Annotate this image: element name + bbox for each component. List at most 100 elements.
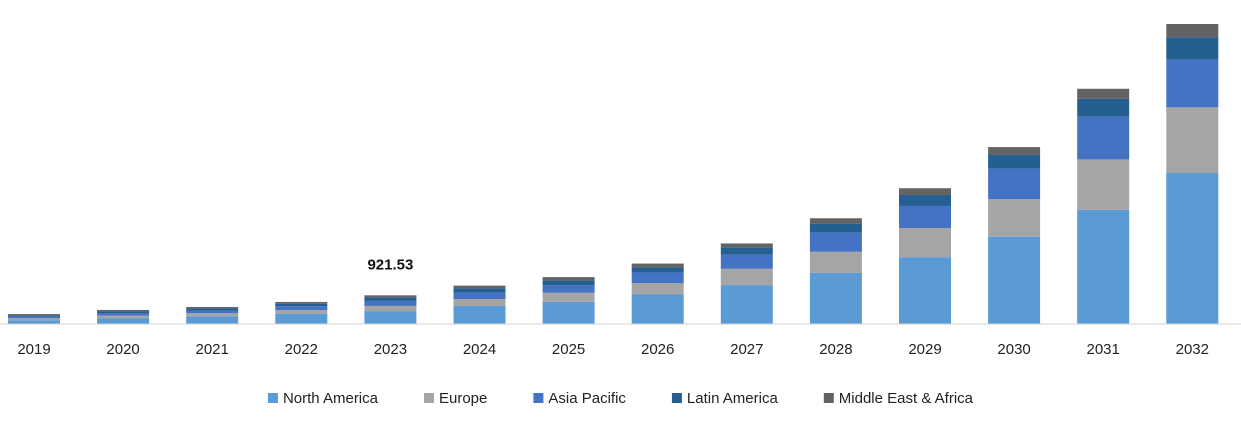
bar-segment-2019-3: [8, 315, 60, 317]
bar-segment-2030-4: [988, 147, 1041, 155]
x-tick-label-2020: 2020: [106, 341, 139, 358]
legend-label-2: Asia Pacific: [548, 390, 626, 407]
bar-segment-2024-2: [453, 292, 506, 299]
bar-segment-2022-1: [275, 310, 328, 314]
bar-segment-2032-2: [1166, 59, 1219, 108]
bar-segment-2025-3: [542, 280, 595, 286]
bar-segment-2028-0: [809, 272, 862, 324]
bar-segment-2032-4: [1166, 24, 1219, 38]
x-tick-label-2028: 2028: [819, 341, 852, 358]
x-axis-ticks: 2019 2020 2021 2022 2023 2024 2025 2026 2027 2028…: [17, 341, 1209, 358]
bar-segment-2019-4: [8, 314, 60, 316]
bar-segment-2028-1: [809, 251, 862, 273]
bar-segment-2025-4: [542, 277, 595, 281]
bar-segment-2022-3: [275, 303, 328, 307]
x-tick-label-2022: 2022: [285, 341, 318, 358]
x-tick-label-2024: 2024: [463, 341, 496, 358]
legend-swatch-2: [533, 393, 544, 403]
bar-segment-2024-0: [453, 305, 506, 324]
bar-segment-2021-3: [186, 308, 239, 311]
bar-segment-2027-2: [720, 254, 773, 269]
bar-segment-2024-3: [453, 288, 506, 293]
x-tick-label-2030: 2030: [997, 341, 1030, 358]
bar-segment-2022-0: [275, 313, 328, 324]
bar-segment-2020-2: [97, 313, 150, 316]
bar-segment-2020-1: [97, 315, 150, 319]
bar-segment-2025-2: [542, 285, 595, 293]
legend-label-0: North America: [283, 390, 379, 407]
bar-segment-2027-1: [720, 268, 773, 286]
bar-segment-2020-4: [97, 309, 150, 312]
bars-layer: [8, 24, 1219, 324]
bar-segment-2028-3: [809, 223, 862, 233]
bar-segment-2020-3: [97, 311, 150, 314]
bar-segment-2031-0: [1077, 209, 1130, 324]
bar-segment-2029-3: [899, 195, 951, 206]
bar-segment-2027-0: [720, 285, 773, 324]
legend: North America Europe Asia Pacific Latin Ame…: [267, 390, 974, 407]
bar-segment-2030-1: [988, 199, 1041, 237]
bar-segment-2024-4: [453, 285, 506, 289]
bar-segment-2026-3: [631, 267, 684, 273]
legend-label-1: Europe: [439, 390, 487, 407]
data-labels: 921.53: [367, 256, 413, 273]
data-label-2023: 921.53: [367, 256, 413, 273]
bar-segment-2027-4: [720, 243, 773, 248]
bar-segment-2028-2: [809, 232, 862, 252]
legend-label-4: Middle East & Africa: [839, 390, 974, 407]
bar-segment-2026-2: [631, 272, 684, 284]
legend-swatch-1: [424, 393, 435, 403]
x-tick-label-2032: 2032: [1176, 341, 1209, 358]
bar-segment-2023-4: [364, 295, 417, 298]
legend-swatch-0: [267, 393, 278, 403]
bar-segment-2029-2: [899, 205, 951, 228]
bar-segment-2031-3: [1077, 98, 1130, 117]
bar-segment-2019-1: [8, 318, 60, 321]
bar-segment-2019-2: [8, 316, 60, 319]
bar-segment-2021-4: [186, 306, 239, 309]
bar-segment-2023-1: [364, 305, 417, 312]
x-tick-label-2029: 2029: [908, 341, 941, 358]
bar-segment-2030-2: [988, 168, 1041, 200]
legend-swatch-4: [823, 393, 834, 403]
bar-segment-2031-4: [1077, 88, 1130, 99]
bar-segment-2032-3: [1166, 37, 1219, 60]
bar-segment-2030-3: [988, 154, 1041, 169]
bar-segment-2031-1: [1077, 159, 1130, 210]
x-tick-label-2023: 2023: [374, 341, 407, 358]
bar-segment-2032-0: [1166, 172, 1219, 324]
x-tick-label-2027: 2027: [730, 341, 763, 358]
bar-segment-2020-0: [97, 318, 150, 324]
bar-segment-2022-2: [275, 306, 328, 311]
bar-segment-2026-4: [631, 263, 684, 268]
bar-segment-2023-0: [364, 311, 417, 324]
bar-segment-2029-0: [899, 257, 951, 324]
bar-segment-2031-2: [1077, 116, 1130, 160]
bar-segment-2019-0: [8, 320, 60, 324]
bar-segment-2024-1: [453, 299, 506, 306]
bar-segment-2025-1: [542, 292, 595, 302]
x-tick-label-2021: 2021: [196, 341, 229, 358]
x-tick-label-2031: 2031: [1087, 341, 1120, 358]
bar-segment-2025-0: [542, 301, 595, 324]
bar-segment-2021-1: [186, 313, 239, 317]
bar-segment-2029-4: [899, 188, 951, 196]
bar-segment-2026-1: [631, 283, 684, 295]
bar-segment-2023-3: [364, 297, 417, 301]
bar-segment-2032-1: [1166, 107, 1219, 173]
legend-label-3: Latin America: [687, 390, 779, 407]
bar-segment-2022-4: [275, 301, 328, 304]
legend-swatch-3: [671, 393, 682, 403]
bar-segment-2026-0: [631, 294, 684, 324]
x-tick-label-2026: 2026: [641, 341, 674, 358]
bar-segment-2030-0: [988, 236, 1041, 324]
bar-segment-2021-2: [186, 310, 239, 314]
bar-segment-2023-2: [364, 300, 417, 306]
x-tick-label-2019: 2019: [17, 341, 50, 358]
x-tick-label-2025: 2025: [552, 341, 585, 358]
bar-segment-2028-4: [809, 218, 862, 224]
bar-segment-2029-1: [899, 227, 951, 258]
bar-segment-2027-3: [720, 247, 773, 255]
